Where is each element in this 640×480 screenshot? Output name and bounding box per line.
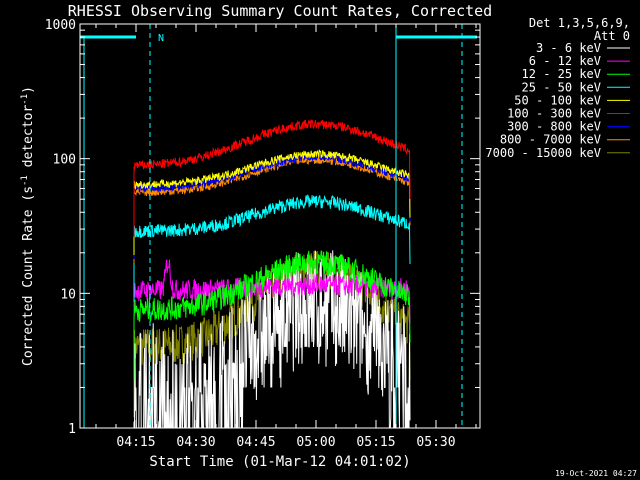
legend-label-4: 50 - 100 keV: [514, 93, 601, 107]
chart-title: RHESSI Observing Summary Count Rates, Co…: [68, 2, 492, 20]
legend-label-7: 800 - 7000 keV: [500, 133, 601, 147]
x-axis: 04:15 04:30 04:45 05:00 05:15 05:30: [95, 24, 477, 450]
y-axis: 1 10 100 1000: [45, 18, 480, 437]
y-axis-label: Corrected Count Rate (s-1 detector-1): [20, 86, 36, 366]
series-layer: [133, 118, 411, 429]
legend-label-2: 12 - 25 keV: [522, 67, 601, 81]
plot-frame: [79, 23, 481, 429]
legend-label-8: 7000 - 15000 keV: [485, 146, 601, 160]
y-tick-label-0: 1: [68, 422, 76, 437]
flag-layer: N: [80, 24, 477, 428]
y-tick-label-3: 1000: [45, 18, 76, 33]
series-line-2: [133, 250, 411, 381]
series-line-8: [133, 250, 411, 418]
legend-label-5: 100 - 300 keV: [507, 107, 601, 121]
x-tick-label-0: 04:15: [116, 435, 155, 450]
timestamp: 19-Oct-2021 04:27: [555, 469, 637, 478]
legend-title-line-1: Det 1,3,5,6,9,: [529, 16, 630, 30]
x-axis-label: Start Time (01-Mar-12 04:01:02): [149, 454, 410, 470]
legend-label-1: 6 - 12 keV: [529, 54, 601, 68]
y-tick-label-1: 10: [60, 287, 76, 302]
x-tick-label-2: 04:45: [236, 435, 275, 450]
x-tick-label-3: 05:00: [296, 435, 335, 450]
saa-flag-label: N: [158, 33, 164, 44]
legend-label-0: 3 - 6 keV: [536, 41, 601, 55]
legend-title-line-2: Att 0: [594, 29, 630, 43]
x-tick-label-5: 05:30: [416, 435, 455, 450]
series-line-3: [133, 194, 411, 302]
y-tick-label-2: 100: [53, 153, 76, 168]
x-tick-label-4: 05:15: [356, 435, 395, 450]
legend-label-3: 25 - 50 keV: [522, 80, 601, 94]
x-tick-label-1: 04:30: [176, 435, 215, 450]
legend-label-6: 300 - 800 keV: [507, 120, 601, 134]
series-line-5: [133, 118, 411, 237]
series-line-4: [133, 148, 411, 256]
